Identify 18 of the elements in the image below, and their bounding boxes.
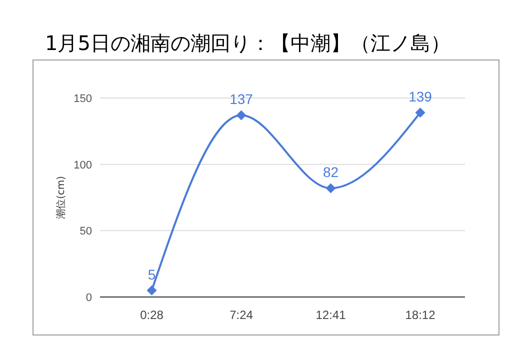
chart-title: 1月5日の湘南の潮回り：【中潮】（江ノ島） [45, 31, 450, 55]
data-label: 5 [148, 266, 156, 282]
x-tick-label: 12:41 [316, 308, 346, 322]
y-axis-title: 潮位(cm) [55, 176, 67, 220]
x-tick-label: 18:12 [405, 308, 436, 322]
point [236, 110, 246, 120]
point [326, 183, 336, 194]
y-tick-label: 0 [86, 292, 92, 304]
point [415, 108, 426, 118]
data-label: 82 [322, 164, 339, 180]
data-label: 139 [408, 88, 432, 105]
x-tick-label: 0:28 [140, 308, 164, 322]
point [146, 285, 157, 296]
x-tick-label: 7:24 [230, 308, 254, 322]
y-tick-label: 100 [74, 159, 92, 172]
y-tick-label: 150 [74, 93, 92, 105]
y-tick-label: 50 [80, 226, 92, 238]
data-label: 137 [230, 91, 254, 108]
